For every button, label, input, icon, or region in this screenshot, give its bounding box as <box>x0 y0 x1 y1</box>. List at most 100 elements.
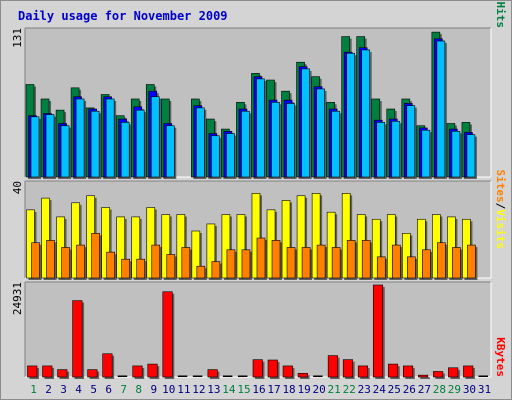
visits-bar-6 <box>101 207 110 279</box>
x-tick-day-26: 26 <box>403 383 416 396</box>
kbytes-bar-25 <box>387 363 399 378</box>
visits-bar-12 <box>191 230 201 279</box>
chart-title: Daily usage for November 2009 <box>18 9 228 23</box>
pages-bar-12 <box>196 107 205 178</box>
sites-bar-16 <box>256 237 266 279</box>
sites-bar-18 <box>286 247 296 279</box>
sites-bar-8 <box>136 258 146 279</box>
pages-bar-1 <box>30 116 40 178</box>
pages-bar-13 <box>211 135 220 178</box>
kbytes-bar-30 <box>463 365 474 378</box>
visits-bar-4 <box>71 202 80 279</box>
x-tick-day-31: 31 <box>478 383 491 396</box>
kbytes-bar-11 <box>177 375 188 377</box>
sites-bar-26 <box>407 256 416 279</box>
visits-bar-13 <box>206 223 216 279</box>
kbytes-bar-22 <box>342 359 353 378</box>
kbytes-bar-12 <box>192 375 203 377</box>
kbytes-bar-20 <box>313 375 323 377</box>
x-tick-day-2: 2 <box>45 383 52 396</box>
x-tick-day-17: 17 <box>267 383 280 396</box>
x-tick-day-6: 6 <box>105 383 112 396</box>
visits-bar-21 <box>326 211 336 279</box>
visits-bar-20 <box>311 193 321 279</box>
sites-bar-24 <box>376 256 386 279</box>
pages-bar-21 <box>331 110 340 178</box>
kbytes-bar-3 <box>57 369 68 378</box>
visits-bar-15 <box>236 214 246 279</box>
kbytes-bar-13 <box>207 369 218 378</box>
sites-bar-22 <box>346 240 356 279</box>
x-tick-day-8: 8 <box>135 383 142 396</box>
kbytes-bar-9 <box>147 363 158 378</box>
sites-bar-17 <box>271 240 281 279</box>
pages-bar-14 <box>226 133 235 178</box>
x-tick-day-24: 24 <box>373 383 387 396</box>
kbytes-bar-29 <box>448 367 459 378</box>
x-tick-day-11: 11 <box>177 383 190 396</box>
pages-bar-10 <box>165 125 175 178</box>
kbytes-bar-21 <box>327 355 338 378</box>
sites-bar-12 <box>196 265 206 279</box>
x-tick-day-5: 5 <box>90 383 97 396</box>
kbytes-bar-24 <box>372 284 384 378</box>
x-tick-day-13: 13 <box>207 383 220 396</box>
kbytes-bar-10 <box>162 291 173 378</box>
kbytes-bar-5 <box>87 369 98 378</box>
pages-bar-17 <box>271 102 280 178</box>
visits-bar-22 <box>341 193 351 279</box>
legend-sites-visits: Sites/Visits <box>494 170 507 250</box>
y-max-label-hits: 131 <box>11 28 24 48</box>
x-tick-day-12: 12 <box>192 383 205 396</box>
visits-bar-19 <box>296 195 306 279</box>
pages-bar-15 <box>241 110 250 178</box>
x-tick-day-21: 21 <box>328 383 341 396</box>
visits-bar-9 <box>146 207 156 279</box>
pages-bar-19 <box>301 68 310 178</box>
x-tick-day-25: 25 <box>388 383 401 396</box>
x-tick-day-22: 22 <box>343 383 356 396</box>
x-tick-day-10: 10 <box>162 383 175 396</box>
pages-bar-4 <box>75 98 85 178</box>
kbytes-bar-18 <box>282 365 293 378</box>
sites-bar-10 <box>166 254 176 279</box>
sites-bar-7 <box>121 258 130 279</box>
x-tick-day-30: 30 <box>463 383 476 396</box>
sites-bar-2 <box>46 240 55 279</box>
pages-bar-20 <box>316 88 325 178</box>
pages-bar-24 <box>376 122 386 178</box>
legend-kbytes: KBytes <box>494 337 507 377</box>
kbytes-bar-28 <box>433 371 444 378</box>
visits-bar-7 <box>116 216 125 279</box>
sites-bar-3 <box>61 247 70 279</box>
x-tick-day-20: 20 <box>313 383 326 396</box>
sites-bar-25 <box>391 244 401 279</box>
pages-bar-8 <box>135 109 145 178</box>
sites-bar-6 <box>106 251 115 279</box>
pages-bar-2 <box>45 114 55 178</box>
x-tick-day-3: 3 <box>60 383 67 396</box>
visits-bar-16 <box>251 193 261 279</box>
pages-bar-9 <box>150 96 160 178</box>
pages-bar-27 <box>421 129 431 178</box>
pages-bar-25 <box>391 120 401 178</box>
sites-bar-9 <box>151 244 161 279</box>
kbytes-bar-15 <box>237 375 248 377</box>
pages-bar-18 <box>286 103 295 178</box>
x-tick-day-28: 28 <box>433 383 446 396</box>
kbytes-bar-16 <box>252 359 263 378</box>
kbytes-bar-27-shadow <box>420 377 430 379</box>
x-tick-day-18: 18 <box>282 383 295 396</box>
visits-bar-26 <box>402 233 411 279</box>
sites-bar-14 <box>226 249 236 279</box>
sites-bar-4 <box>76 244 85 279</box>
x-tick-day-29: 29 <box>448 383 461 396</box>
sites-bar-20 <box>316 244 326 279</box>
x-tick-day-15: 15 <box>237 383 250 396</box>
visits-bar-27 <box>417 218 426 279</box>
sites-bar-5 <box>91 233 100 279</box>
kbytes-bar-7 <box>117 375 128 377</box>
x-tick-day-4: 4 <box>75 383 82 396</box>
sites-bar-23 <box>361 240 371 279</box>
pages-bar-29 <box>451 131 461 178</box>
